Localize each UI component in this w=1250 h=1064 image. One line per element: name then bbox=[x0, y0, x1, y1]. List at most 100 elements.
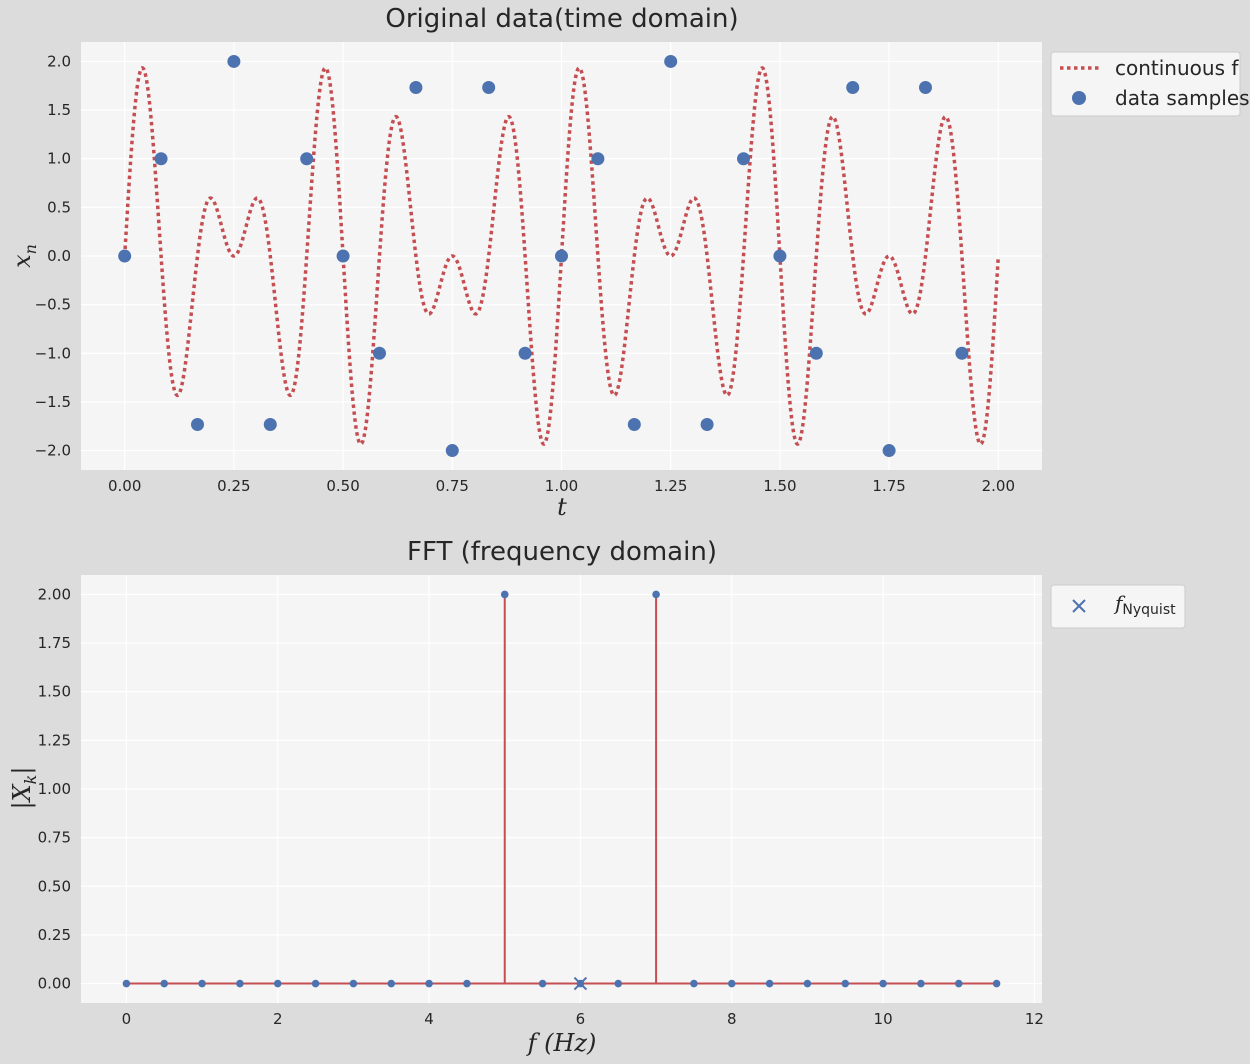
stem-marker bbox=[841, 979, 850, 988]
stem-marker bbox=[727, 979, 736, 988]
data-sample-point bbox=[372, 346, 386, 360]
time-y-tick-label: −1.5 bbox=[35, 393, 71, 411]
fft-y-tick-label: 0.00 bbox=[38, 975, 71, 993]
data-sample-point bbox=[118, 249, 132, 263]
time-y-ticks: 2.0 1.5 1.0 0.5 0.0 −0.5 −1.0 −1.5 −2.0 bbox=[35, 52, 71, 459]
time-series-layer bbox=[118, 54, 1001, 458]
data-sample-point bbox=[591, 152, 605, 166]
time-y-axis-label: xn bbox=[8, 244, 40, 268]
stem-marker bbox=[917, 979, 925, 988]
fft-y-tick-label: 1.50 bbox=[38, 683, 71, 701]
stem-marker bbox=[349, 979, 358, 988]
fft-y-label-main: |X bbox=[8, 783, 37, 809]
fft-legend-frame bbox=[1050, 584, 1186, 629]
stem-marker bbox=[690, 979, 698, 988]
fft-x-tick-label: 6 bbox=[576, 1010, 586, 1028]
fft-x-tick-label: 10 bbox=[874, 1010, 893, 1028]
fft-y-label-end: | bbox=[8, 767, 37, 775]
data-sample-point bbox=[482, 81, 496, 95]
time-x-tick-label: 0.75 bbox=[436, 477, 469, 495]
time-y-tick-label: −0.5 bbox=[35, 296, 71, 314]
data-sample-point bbox=[518, 346, 532, 360]
data-sample-point bbox=[919, 81, 933, 95]
legend-data-samples: data samples bbox=[1115, 86, 1250, 110]
fft-y-tick-label: 2.00 bbox=[38, 585, 71, 603]
data-sample-point bbox=[737, 152, 751, 166]
fft-y-tick-label: 0.50 bbox=[38, 877, 71, 895]
time-x-tick-label: 1.75 bbox=[872, 477, 905, 495]
time-legend: continuous f data samples bbox=[1050, 51, 1250, 117]
data-sample-point bbox=[190, 417, 204, 431]
time-x-tick-label: 1.00 bbox=[545, 477, 578, 495]
time-x-tick-label: 0.25 bbox=[217, 477, 250, 495]
stem-marker bbox=[236, 979, 244, 988]
fft-x-axis-label: f (Hz) bbox=[526, 1029, 597, 1057]
time-y-label-sub: n bbox=[21, 244, 40, 254]
stem-marker bbox=[652, 590, 660, 599]
fft-y-axis-label: |Xk| bbox=[8, 767, 40, 810]
stem-marker bbox=[954, 979, 963, 988]
fft-x-tick-label: 0 bbox=[122, 1010, 132, 1028]
fft-x-ticks: 0 2 4 6 8 10 12 bbox=[122, 1010, 1044, 1028]
stem-marker bbox=[538, 979, 547, 988]
fft-y-tick-label: 0.75 bbox=[38, 829, 71, 847]
fft-y-tick-label: 1.00 bbox=[38, 780, 71, 798]
fft-legend: fNyquist bbox=[1050, 584, 1186, 629]
stem-marker bbox=[765, 979, 774, 988]
time-y-tick-label: 1.5 bbox=[47, 101, 71, 119]
time-y-tick-label: 1.0 bbox=[47, 150, 71, 168]
frequency-domain-chart: FFT (frequency domain) 0 2 4 6 8 10 12 2.00 1.7… bbox=[8, 537, 1186, 1057]
data-sample-point bbox=[773, 249, 787, 263]
data-sample-point bbox=[700, 417, 714, 431]
time-x-tick-label: 1.25 bbox=[654, 477, 687, 495]
stem-marker bbox=[992, 979, 1001, 988]
stem-marker bbox=[463, 979, 471, 988]
data-sample-point bbox=[227, 54, 241, 68]
time-x-tick-label: 1.50 bbox=[763, 477, 796, 495]
legend-continuous-f: continuous f bbox=[1115, 56, 1239, 80]
legend-x-marker-icon bbox=[1072, 599, 1086, 613]
data-sample-point bbox=[409, 81, 423, 95]
stem-marker bbox=[803, 979, 812, 988]
fft-chart-title: FFT (frequency domain) bbox=[407, 537, 717, 567]
stem-marker bbox=[500, 590, 509, 599]
data-sample-point bbox=[263, 417, 277, 431]
fft-x-tick-label: 4 bbox=[424, 1010, 434, 1028]
data-sample-point bbox=[336, 249, 350, 263]
stem-marker bbox=[198, 979, 206, 988]
stem-marker bbox=[425, 979, 433, 988]
stem-marker bbox=[387, 979, 396, 988]
time-y-tick-label: −1.0 bbox=[35, 344, 71, 362]
data-sample-point bbox=[627, 417, 641, 431]
fft-y-tick-label: 1.75 bbox=[38, 634, 71, 652]
time-y-tick-label: 2.0 bbox=[47, 52, 71, 70]
stem-marker bbox=[273, 979, 282, 988]
stem-marker bbox=[879, 979, 887, 988]
time-chart-title: Original data(time domain) bbox=[385, 4, 738, 34]
time-x-tick-label: 0.00 bbox=[108, 477, 141, 495]
time-domain-chart: Original data(time domain) 0.00 0.25 0.50 0… bbox=[8, 4, 1250, 521]
fft-x-tick-label: 8 bbox=[727, 1010, 737, 1028]
time-y-tick-label: 0.0 bbox=[47, 247, 71, 265]
time-x-axis-label: t bbox=[557, 493, 567, 521]
fft-y-tick-label: 1.25 bbox=[38, 731, 71, 749]
stem-marker bbox=[614, 979, 623, 988]
fft-x-tick-label: 2 bbox=[273, 1010, 283, 1028]
data-sample-point bbox=[809, 346, 823, 360]
legend-nyquist-sub: Nyquist bbox=[1122, 602, 1176, 618]
fft-y-tick-label: 0.25 bbox=[38, 926, 71, 944]
data-sample-point bbox=[955, 346, 969, 360]
time-y-label-main: x bbox=[8, 254, 36, 268]
time-x-tick-label: 2.00 bbox=[982, 477, 1015, 495]
stem-marker bbox=[160, 979, 169, 988]
fft-y-ticks: 2.00 1.75 1.50 1.25 1.00 0.75 0.50 0.25 0.00 bbox=[38, 585, 71, 992]
time-y-tick-label: −2.0 bbox=[35, 442, 71, 460]
legend-sample-marker bbox=[1072, 91, 1086, 105]
data-sample-point bbox=[154, 152, 168, 166]
data-sample-point bbox=[664, 54, 678, 68]
fft-y-label-sub: k bbox=[21, 775, 40, 785]
stem-marker bbox=[311, 979, 320, 988]
data-sample-point bbox=[846, 81, 860, 95]
fft-x-tick-label: 12 bbox=[1025, 1010, 1044, 1028]
